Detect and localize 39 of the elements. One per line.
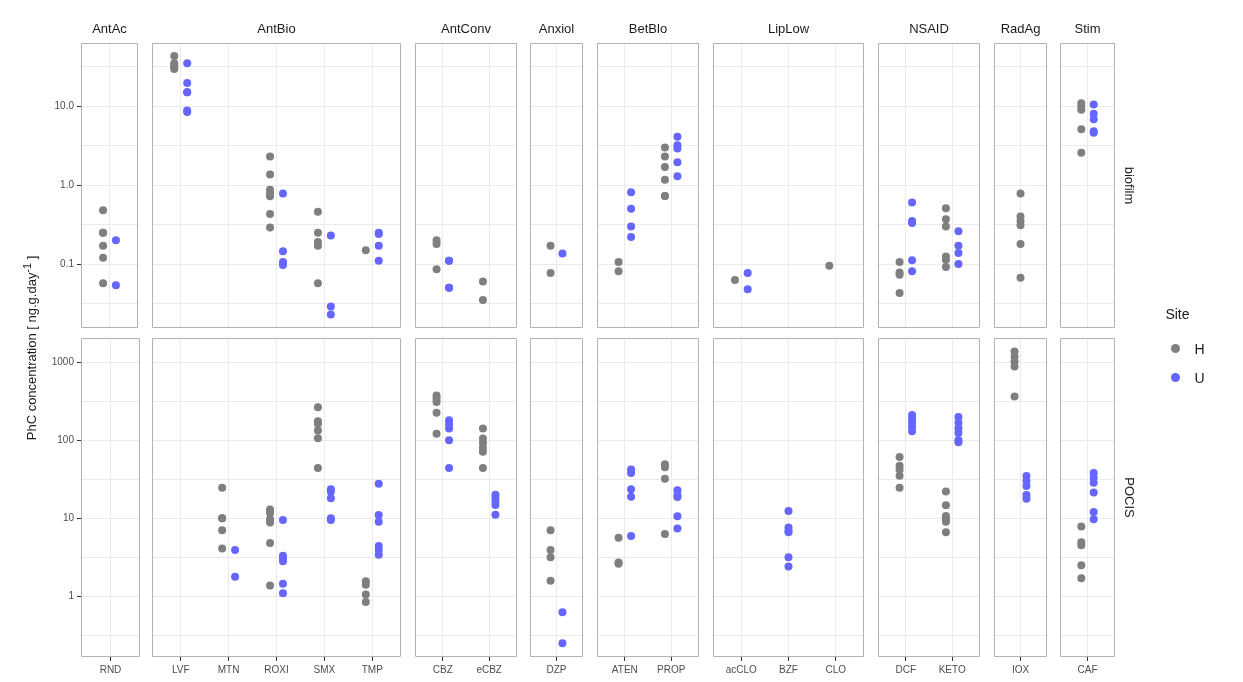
x-tick-label: MTN [217,663,240,675]
text: biofilm [1122,166,1138,205]
chart-title: NSAID [908,21,949,37]
x-tick-label: DCF [895,663,916,675]
x-tick-label: IOX [1011,663,1030,675]
y-tick-label: 100 [57,433,75,445]
chart-title: AntBio [257,21,296,37]
x-tick-label: TMP [361,663,383,675]
chart-title: RadAg [1000,21,1040,37]
chart-title: LipLow [767,21,810,37]
chart-title: BetBlo [629,21,668,37]
x-tick-label: DZP [546,663,568,675]
x-tick-label: RND [99,663,122,675]
text: POCIS [1122,477,1138,519]
x-tick-label: KETO [938,663,966,675]
chart-title: AntAc [92,21,128,37]
y-tick-label: 1000 [51,355,75,367]
x-tick-label: acCLO [725,663,758,675]
chart-title: AntConv [440,21,492,37]
y-tick-label: 1.0 [60,178,75,190]
chart-title: Stim [1074,21,1101,37]
legend-label: U [1194,369,1205,386]
x-tick-label: eCBZ [475,663,502,675]
legend-title: Site [1165,306,1191,322]
y-tick-label: 10 [62,511,75,523]
y-tick-label: 0.1 [60,257,75,269]
x-tick-label: PROP [657,663,686,675]
chart-title: Anxiol [539,21,575,37]
legend-label: H [1194,340,1205,357]
x-tick-label: ATEN [612,663,638,675]
x-tick-label: LVF [171,663,190,675]
x-tick-label: ROXI [264,663,289,675]
y-tick-label: 1 [68,589,75,601]
x-tick-label: CAF [1077,663,1098,675]
x-tick-label: BZF [779,663,798,675]
x-tick-label: SMX [313,663,336,675]
x-tick-label: CBZ [432,663,453,675]
y-tick-label: 10.0 [54,99,75,111]
x-tick-label: CLO [825,663,847,675]
